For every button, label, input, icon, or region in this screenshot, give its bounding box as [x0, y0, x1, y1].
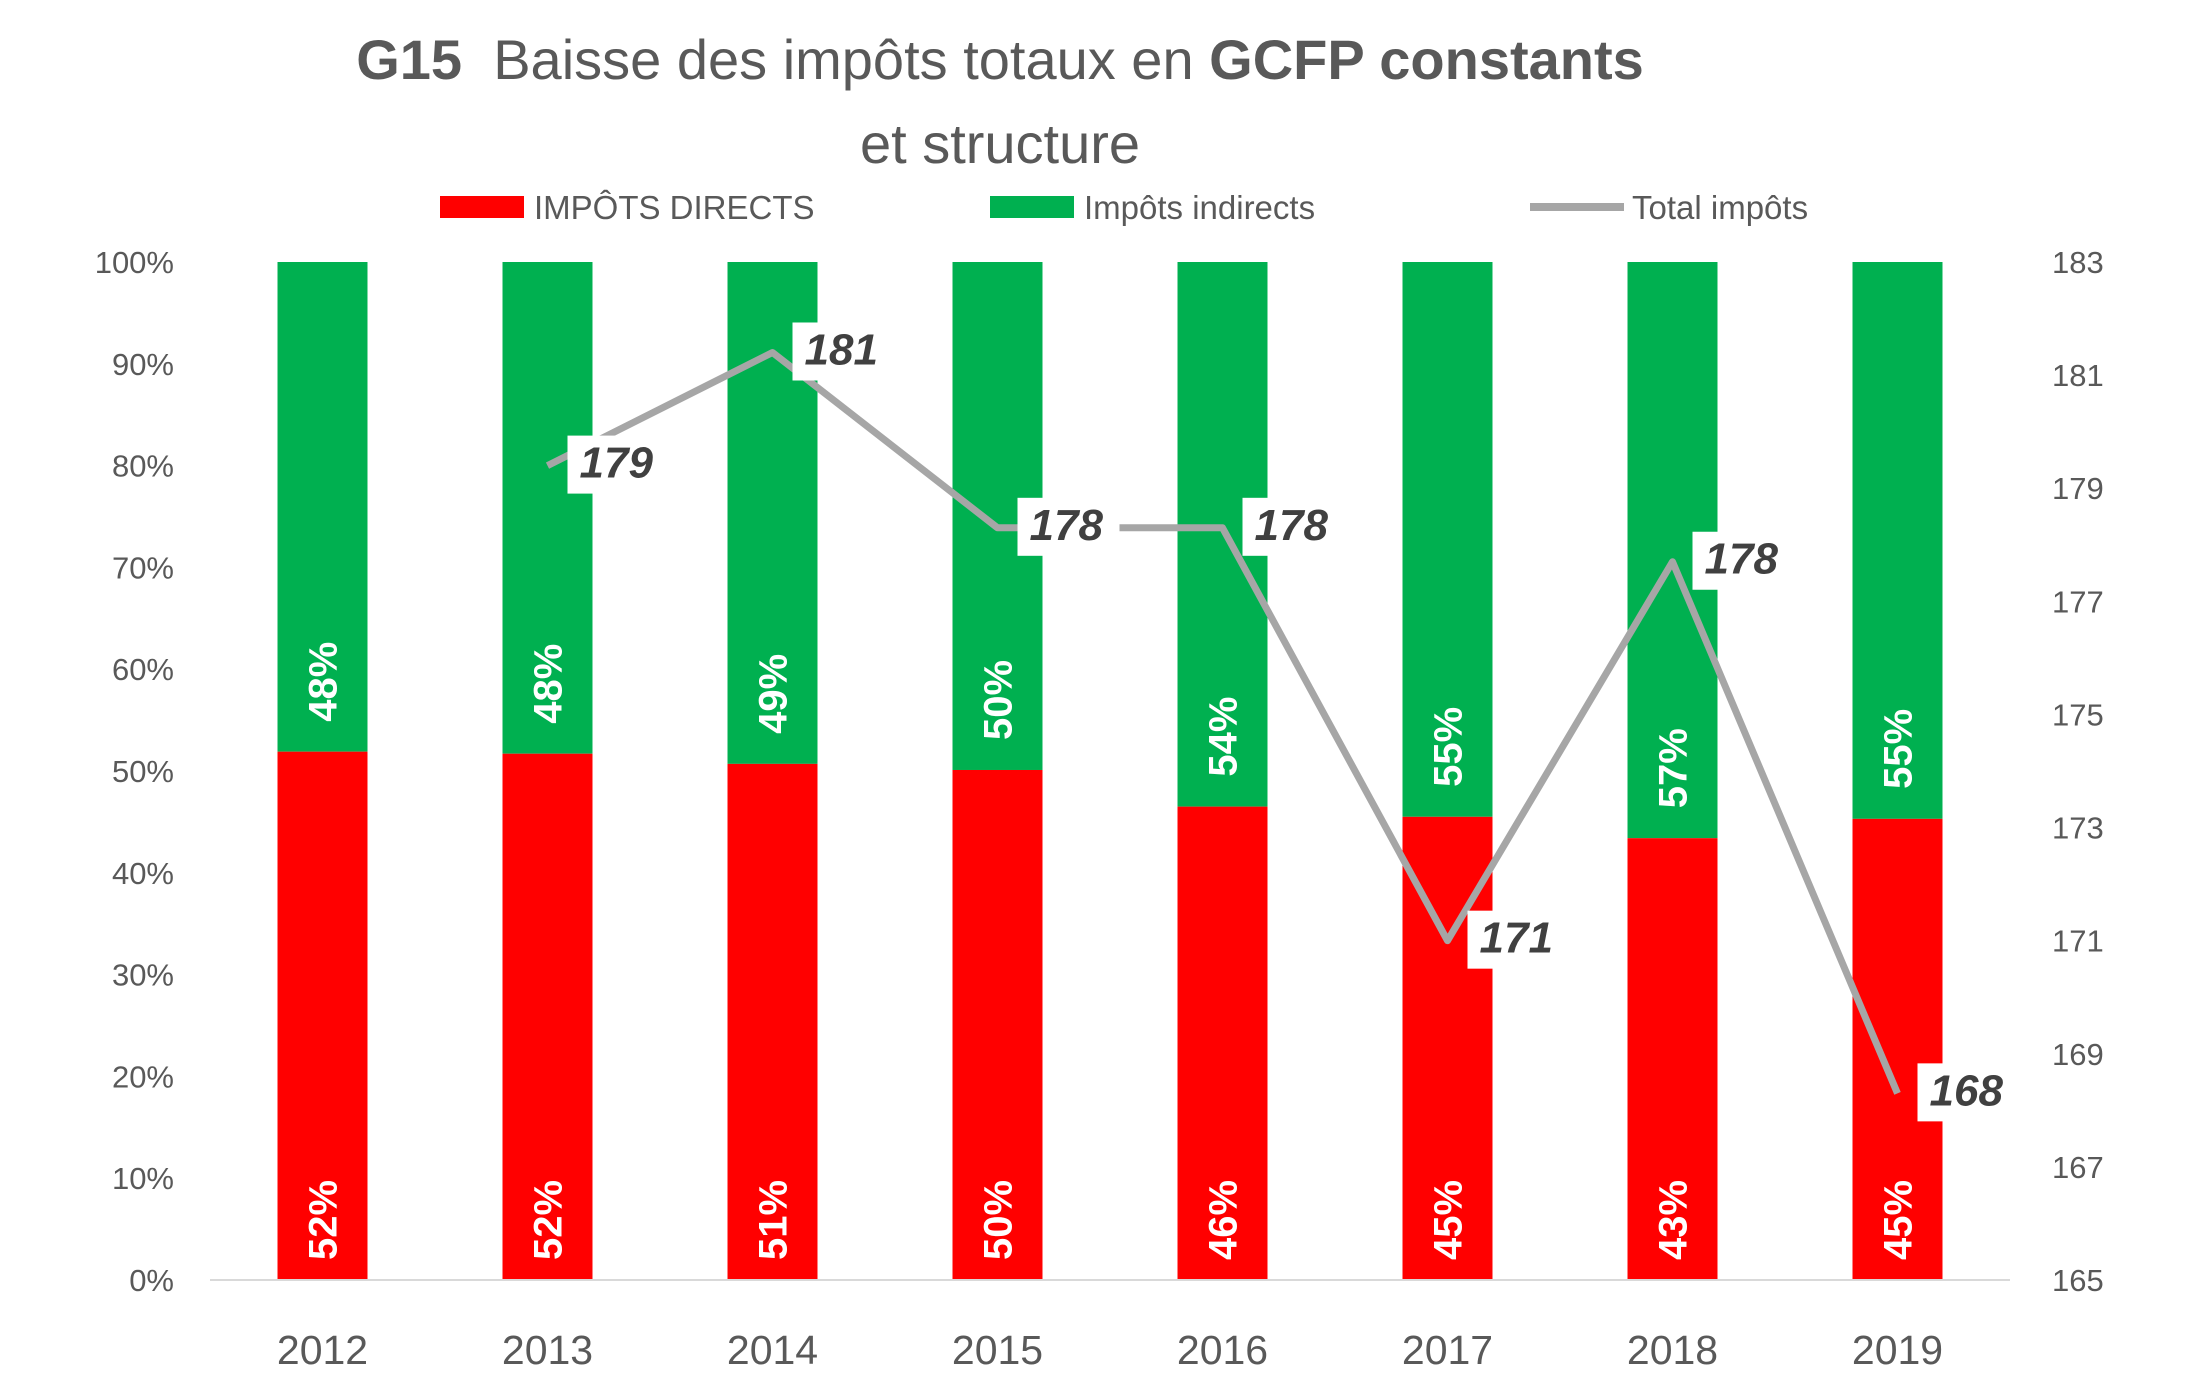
y-left-tick-label: 60%: [112, 652, 174, 687]
line-label-box: [1692, 531, 1795, 590]
data-label-directs: 52%: [527, 1180, 571, 1260]
y-right-tick-label: 181: [2052, 358, 2104, 393]
data-label-directs: 51%: [752, 1180, 796, 1260]
bar-impots-indirects: [502, 262, 593, 754]
bar-impots-directs: [727, 763, 818, 1280]
y-right-tick-label: 177: [2052, 584, 2104, 619]
bar-impots-directs: [502, 753, 593, 1280]
data-label-indirects: 57%: [1652, 728, 1696, 808]
title-text: Baisse des impôts totaux en: [493, 28, 1194, 91]
y-right-tick-label: 175: [2052, 697, 2104, 732]
y-right-tick-label: 173: [2052, 811, 2104, 846]
bars: 52% 48% 52% 48% 51% 49% 50% 50% 46% 54% 45% 55% 43% 5…: [277, 262, 1943, 1280]
chart-title: G15 Baisse des impôts totaux en GCFP con…: [0, 18, 2000, 186]
data-label-directs: 50%: [977, 1180, 1021, 1260]
title-code: G15: [356, 28, 463, 91]
y-right-tick-label: 167: [2052, 1150, 2104, 1185]
y-axis-right: 165 167 169 171 173 175 177 179 181 183: [2052, 245, 2104, 1298]
bar-impots-indirects: [1402, 262, 1493, 817]
bar-impots-indirects: [1852, 262, 1943, 819]
data-label-indirects: 50%: [977, 660, 1021, 740]
bar-impots-directs: [1177, 806, 1268, 1280]
x-tick-label: 2014: [727, 1327, 818, 1373]
data-label-directs: 45%: [1877, 1180, 1921, 1260]
bar-impots-directs: [952, 769, 1043, 1280]
legend-label-total: Total impôts: [1632, 189, 1808, 226]
x-tick-label: 2016: [1177, 1327, 1268, 1373]
legend: IMPÔTS DIRECTS Impôts indirects Total impô…: [440, 189, 1808, 226]
title-bold: GCFP constants: [1209, 28, 1644, 91]
line-label-box: [1467, 910, 1570, 969]
y-right-tick-label: 171: [2052, 924, 2104, 959]
y-left-tick-label: 0%: [129, 1263, 174, 1298]
line-label-box: [567, 435, 670, 494]
line-data-label: 179: [580, 439, 654, 488]
data-label-directs: 52%: [302, 1180, 346, 1260]
y-left-tick-label: 50%: [112, 754, 174, 789]
x-tick-label: 2015: [952, 1327, 1043, 1373]
x-axis-ticks: 2012 2013 2014 2015 2016 2017 2018 2019: [277, 1327, 1943, 1373]
line-data-label: 168: [1930, 1066, 2004, 1115]
y-axis-left: 0% 10% 20% 30% 40% 50% 60% 70% 80% 90% 100%: [95, 245, 174, 1298]
line-data-label: 171: [1480, 914, 1553, 963]
x-tick-label: 2018: [1627, 1327, 1718, 1373]
legend-swatch-indirects: [990, 196, 1074, 218]
data-label-indirects: 54%: [1202, 697, 1246, 777]
bar-impots-directs: [1852, 818, 1943, 1280]
x-tick-label: 2017: [1402, 1327, 1493, 1373]
line-label-box: [1242, 497, 1345, 556]
x-tick-label: 2012: [277, 1327, 368, 1373]
data-label-indirects: 48%: [527, 644, 571, 724]
data-label-directs: 46%: [1202, 1180, 1246, 1260]
bar-impots-directs: [1627, 838, 1718, 1280]
line-label-box: [1917, 1063, 2020, 1122]
line-data-label: 181: [805, 325, 878, 374]
y-left-tick-label: 10%: [112, 1161, 174, 1196]
y-left-tick-label: 70%: [112, 550, 174, 585]
y-left-tick-label: 20%: [112, 1059, 174, 1094]
data-label-indirects: 55%: [1427, 707, 1471, 787]
line-label-box: [792, 322, 895, 381]
line-data-label: 178: [1705, 535, 1779, 584]
title-line-2: et structure: [859, 112, 1141, 175]
y-left-tick-label: 30%: [112, 958, 174, 993]
y-left-tick-label: 90%: [112, 347, 174, 382]
x-tick-label: 2013: [502, 1327, 593, 1373]
data-label-indirects: 55%: [1877, 709, 1921, 789]
bar-impots-directs: [277, 751, 368, 1280]
legend-label-indirects: Impôts indirects: [1084, 189, 1315, 226]
legend-swatch-directs: [440, 196, 524, 218]
total-line: 179 181 178 178 171 178 168: [545, 322, 2020, 1122]
y-right-tick-label: 183: [2052, 245, 2104, 280]
title-line-1: G15 Baisse des impôts totaux en GCFP con…: [0, 18, 2000, 102]
line-data-label: 178: [1030, 501, 1104, 550]
x-tick-label: 2019: [1852, 1327, 1943, 1373]
y-right-tick-label: 165: [2052, 1263, 2104, 1298]
y-left-tick-label: 40%: [112, 856, 174, 891]
y-right-tick-label: 179: [2052, 471, 2104, 506]
y-left-tick-label: 80%: [112, 449, 174, 484]
y-right-tick-label: 169: [2052, 1037, 2104, 1072]
data-label-directs: 45%: [1427, 1180, 1471, 1260]
legend-label-directs: IMPÔTS DIRECTS: [534, 189, 815, 226]
line-label-box: [1017, 497, 1120, 556]
line-data-label: 178: [1255, 501, 1329, 550]
bar-impots-indirects: [277, 262, 368, 752]
data-label-indirects: 48%: [302, 642, 346, 722]
data-label-directs: 43%: [1652, 1180, 1696, 1260]
data-label-indirects: 49%: [752, 654, 796, 734]
total-impots-line: [545, 348, 1901, 1095]
y-left-tick-label: 100%: [95, 245, 174, 280]
